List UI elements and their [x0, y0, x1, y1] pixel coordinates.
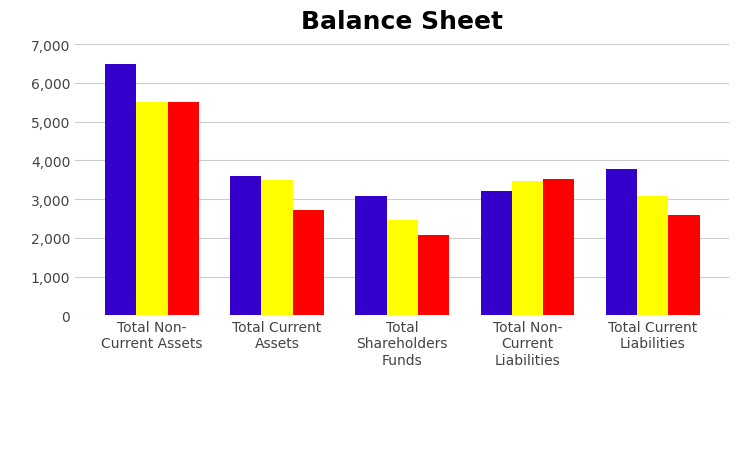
Bar: [105, 64, 136, 316]
Bar: [356, 197, 387, 316]
Bar: [606, 170, 637, 316]
Bar: [387, 220, 418, 316]
Title: Balance Sheet: Balance Sheet: [302, 9, 503, 33]
Bar: [418, 235, 449, 316]
Bar: [230, 176, 262, 316]
Bar: [481, 192, 512, 316]
Bar: [136, 103, 168, 316]
Bar: [262, 180, 293, 316]
Bar: [512, 181, 543, 316]
Bar: [168, 103, 199, 316]
Bar: [293, 210, 324, 316]
Bar: [669, 215, 699, 316]
Bar: [543, 179, 575, 316]
Bar: [637, 197, 669, 316]
